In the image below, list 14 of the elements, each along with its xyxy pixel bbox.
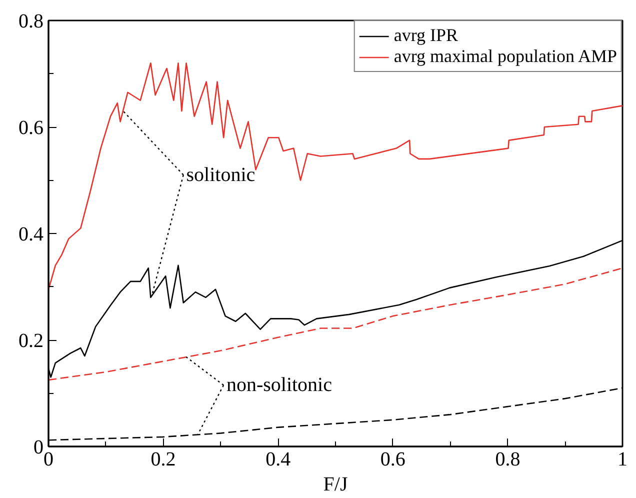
legend-label: avrg maximal population AMP [394, 46, 617, 67]
x-tick-label: 0.6 [380, 448, 406, 470]
y-tick-label: 0.2 [18, 330, 44, 352]
x-tick-label: 0.8 [495, 448, 520, 470]
y-tick-label: 0.8 [18, 10, 44, 32]
legend-label: avrg IPR [394, 25, 458, 46]
x-axis-title: F/J [323, 474, 348, 496]
x-tick-label: 0.2 [150, 448, 176, 470]
y-tick-label: 0.6 [18, 117, 44, 139]
annotation: non-solitonic [226, 374, 332, 396]
annotation: solitonic [186, 164, 256, 186]
x-tick-label: 0.4 [266, 448, 291, 470]
x-tick-label: 1 [618, 448, 628, 470]
y-tick-label: 0.4 [18, 224, 44, 246]
